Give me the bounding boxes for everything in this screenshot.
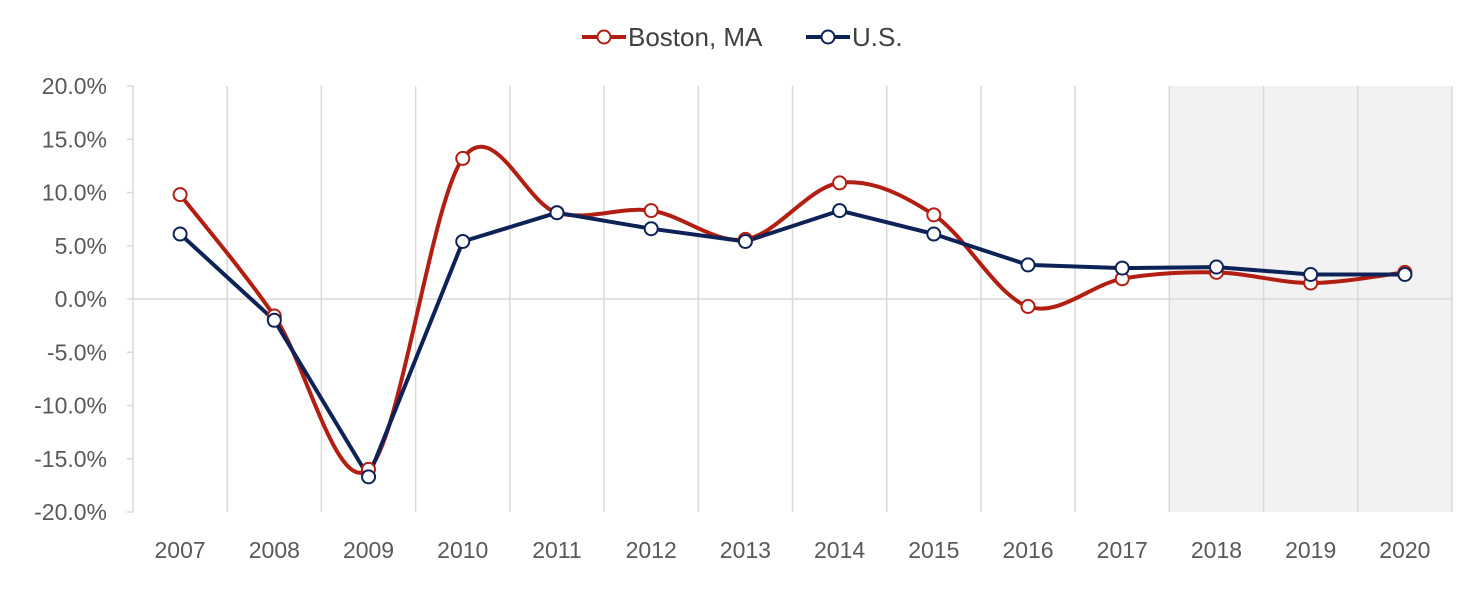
x-tick-label: 2010 bbox=[437, 537, 488, 563]
y-tick-label: -20.0% bbox=[34, 499, 107, 525]
y-tick-label: -15.0% bbox=[34, 446, 107, 472]
y-tick-label: -5.0% bbox=[47, 339, 107, 365]
y-tick-label: 0.0% bbox=[55, 286, 107, 312]
x-tick-label: 2019 bbox=[1285, 537, 1336, 563]
x-tick-label: 2020 bbox=[1379, 537, 1430, 563]
x-tick-label: 2017 bbox=[1097, 537, 1148, 563]
x-tick-label: 2016 bbox=[1002, 537, 1053, 563]
x-tick-label: 2008 bbox=[249, 537, 300, 563]
data-point-u-s bbox=[1208, 259, 1224, 275]
x-tick-label: 2015 bbox=[908, 537, 959, 563]
data-point-boston-ma bbox=[455, 150, 471, 166]
series-line-u-s bbox=[178, 208, 1407, 479]
legend-marker-u-s bbox=[820, 29, 836, 45]
x-tick-label: 2012 bbox=[626, 537, 677, 563]
data-point-boston-ma bbox=[832, 175, 848, 191]
data-point-u-s bbox=[1020, 257, 1036, 273]
data-point-u-s bbox=[1114, 260, 1130, 276]
data-point-boston-ma bbox=[643, 203, 659, 219]
series-lines bbox=[178, 144, 1407, 479]
data-point-boston-ma bbox=[1020, 298, 1036, 314]
legend-label-boston-ma: Boston, MA bbox=[628, 22, 763, 52]
series-markers bbox=[172, 150, 1413, 485]
x-tick-label: 2014 bbox=[814, 537, 865, 563]
x-tick-label: 2009 bbox=[343, 537, 394, 563]
data-point-u-s bbox=[361, 469, 377, 485]
data-point-u-s bbox=[455, 233, 471, 249]
data-point-u-s bbox=[172, 226, 188, 242]
legend-label-u-s: U.S. bbox=[852, 22, 903, 52]
data-point-u-s bbox=[266, 312, 282, 328]
axes bbox=[127, 85, 1452, 513]
x-tick-label: 2018 bbox=[1191, 537, 1242, 563]
data-point-boston-ma bbox=[172, 187, 188, 203]
data-point-u-s bbox=[1397, 267, 1413, 283]
y-tick-label: 15.0% bbox=[42, 126, 107, 152]
y-tick-label: 20.0% bbox=[42, 73, 107, 99]
data-point-u-s bbox=[549, 205, 565, 221]
data-point-u-s bbox=[832, 203, 848, 219]
data-point-boston-ma bbox=[926, 207, 942, 223]
x-tick-label: 2007 bbox=[155, 537, 206, 563]
data-point-u-s bbox=[643, 221, 659, 237]
data-point-u-s bbox=[1303, 267, 1319, 283]
y-tick-label: 5.0% bbox=[55, 233, 107, 259]
x-tick-label: 2013 bbox=[720, 537, 771, 563]
legend-marker-boston-ma bbox=[596, 29, 612, 45]
x-tick-label: 2011 bbox=[532, 537, 581, 563]
data-point-u-s bbox=[737, 233, 753, 249]
legend: Boston, MA U.S. bbox=[582, 22, 903, 52]
y-tick-label: -10.0% bbox=[34, 393, 107, 419]
y-tick-label: 10.0% bbox=[42, 180, 107, 206]
data-point-u-s bbox=[926, 226, 942, 242]
tick-labels: 20.0% 15.0% 10.0% 5.0% 0.0% -5.0% -10.0% -15.0%… bbox=[34, 73, 1430, 563]
